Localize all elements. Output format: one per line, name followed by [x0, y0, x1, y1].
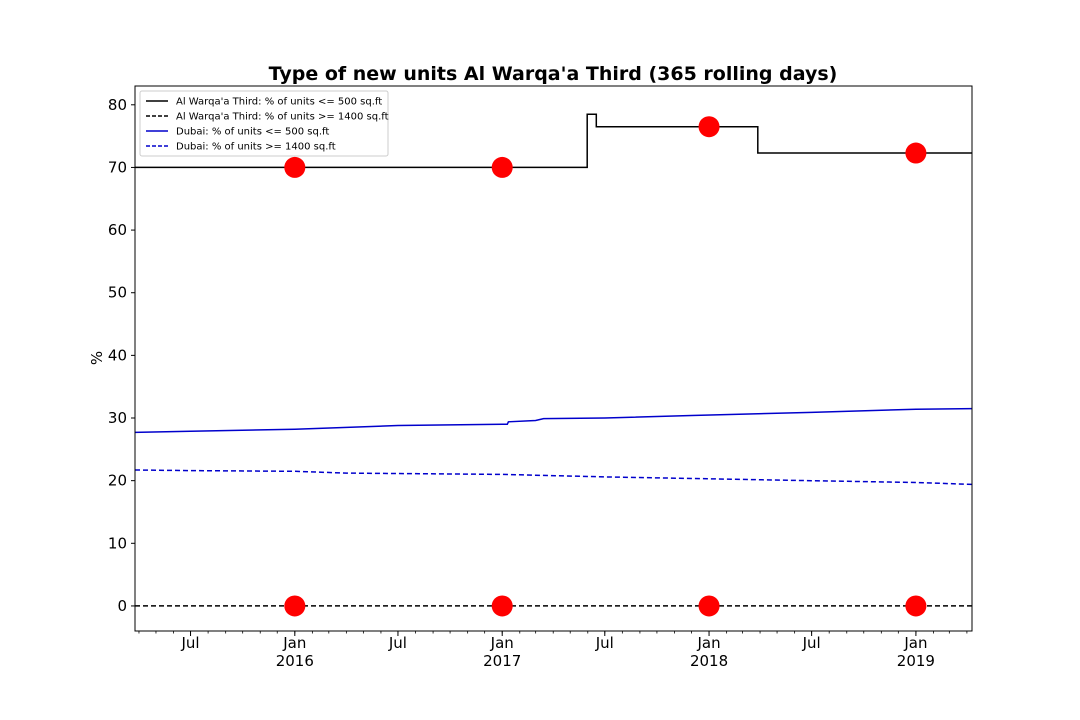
marker-point-1	[284, 156, 306, 178]
legend-label-1: Al Warqa'a Third: % of units <= 500 sq.f…	[176, 97, 382, 108]
marker-point-2	[491, 156, 513, 178]
x-tick-year-label: 2018	[690, 652, 728, 670]
marker-point-3	[698, 116, 720, 138]
marker-point-5	[284, 595, 306, 617]
series-line-4	[135, 469, 972, 486]
x-tick-label: Jul	[388, 634, 407, 652]
marker-point-6	[491, 595, 513, 617]
y-tick-label: 10	[108, 534, 127, 552]
x-tick-year-label: 2019	[897, 652, 935, 670]
chart-title: Type of new units Al Warqa'a Third (365 …	[269, 63, 838, 85]
x-tick-label: Jul	[595, 634, 614, 652]
marker-point-8	[905, 595, 927, 617]
y-axis-label: %	[88, 351, 106, 365]
marker-point-4	[905, 142, 927, 164]
marker-point-7	[698, 595, 720, 617]
legend-label-2: Al Warqa'a Third: % of units >= 1400 sq.…	[176, 112, 389, 123]
y-tick-label: 30	[108, 409, 127, 427]
x-tick-label: Jan	[282, 634, 306, 652]
legend: Al Warqa'a Third: % of units <= 500 sq.f…	[139, 90, 389, 157]
series-line-3	[135, 407, 972, 434]
x-tick-label: Jul	[180, 634, 199, 652]
x-tick-label: Jan	[903, 634, 927, 652]
y-tick-label: 60	[108, 221, 127, 239]
x-tick-label: Jul	[802, 634, 821, 652]
y-tick-label: 20	[108, 472, 127, 490]
x-tick-year-label: 2017	[483, 652, 521, 670]
y-tick-label: 50	[108, 284, 127, 302]
y-tick-label: 80	[108, 96, 127, 114]
y-tick-label: 0	[117, 597, 127, 615]
legend-label-4: Dubai: % of units >= 1400 sq.ft	[176, 142, 336, 153]
y-tick-label: 40	[108, 346, 127, 364]
series-line-1	[135, 113, 972, 169]
y-tick-label: 70	[108, 158, 127, 176]
x-tick-label: Jan	[490, 634, 514, 652]
x-tick-label: Jan	[696, 634, 720, 652]
x-tick-year-label: 2016	[276, 652, 314, 670]
legend-box	[139, 90, 389, 157]
legend-label-3: Dubai: % of units <= 500 sq.ft	[176, 127, 329, 138]
